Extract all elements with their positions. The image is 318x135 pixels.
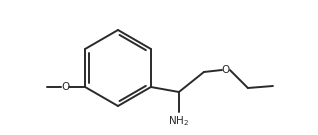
- Text: NH$_2$: NH$_2$: [168, 114, 190, 128]
- Text: O: O: [222, 65, 230, 75]
- Text: O: O: [61, 82, 69, 92]
